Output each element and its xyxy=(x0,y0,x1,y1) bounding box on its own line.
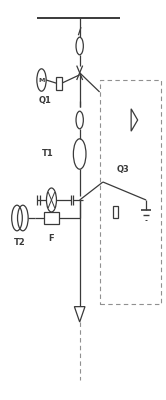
Text: Q3: Q3 xyxy=(117,165,129,174)
Text: M: M xyxy=(38,78,45,82)
Text: F: F xyxy=(49,234,54,243)
Text: Q1: Q1 xyxy=(38,96,51,105)
Text: T2: T2 xyxy=(14,238,26,247)
Text: T1: T1 xyxy=(42,150,54,158)
Bar xyxy=(113,206,118,218)
Bar xyxy=(56,77,62,90)
Bar xyxy=(44,212,59,224)
Bar xyxy=(100,80,161,304)
